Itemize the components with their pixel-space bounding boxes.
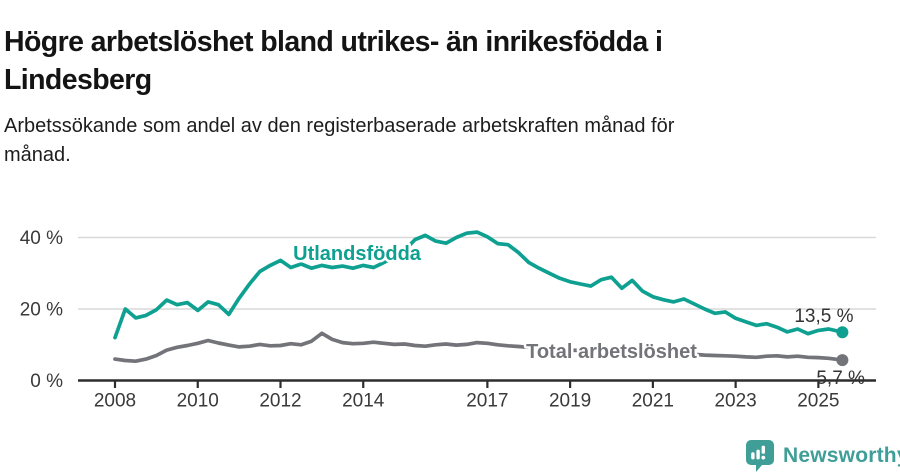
x-axis bbox=[78, 379, 876, 388]
chart-labels: 0 % 20 % 40 % 2008 2010 2012 2014 2017 2019 2021 2… bbox=[20, 228, 865, 412]
x-tick-label: 2012 bbox=[259, 391, 301, 412]
x-tick-label: 2017 bbox=[466, 391, 508, 412]
subtitle-line-1: Arbetssökande som andel av den registerb… bbox=[4, 115, 675, 137]
x-tick-label: 2021 bbox=[632, 391, 674, 412]
page-title: Högre arbetslöshet bland utrikes- än inr… bbox=[4, 23, 874, 99]
series-name-label: Total arbetslöshet bbox=[526, 341, 697, 363]
x-tick-label: 2014 bbox=[342, 391, 385, 412]
brand-wordmark: Newsworthy bbox=[783, 444, 900, 467]
title-line-2: Lindesberg bbox=[4, 64, 152, 97]
x-tick-label: 2019 bbox=[549, 391, 591, 412]
newsworthy-bubble-chart-icon bbox=[746, 440, 774, 472]
chart-subtitle: Arbetssökande som andel av den registerb… bbox=[4, 112, 864, 170]
gridlines bbox=[78, 236, 876, 310]
series-end-dot bbox=[836, 326, 849, 339]
series-line-utlandsfodda bbox=[113, 230, 845, 340]
series-value-label: 5,7 % bbox=[816, 368, 865, 389]
y-tick-label: 0 % bbox=[30, 371, 63, 392]
series-end-dot bbox=[836, 354, 849, 367]
series-line-total bbox=[113, 331, 845, 364]
series-name-label: Utlandsfödda bbox=[293, 243, 422, 265]
x-tick-label: 2023 bbox=[714, 391, 756, 412]
newsworthy-logo: Newsworthy bbox=[745, 439, 900, 473]
series-lines bbox=[113, 230, 845, 364]
series-value-label: 13,5 % bbox=[794, 306, 853, 327]
y-tick-label: 20 % bbox=[20, 300, 63, 321]
x-tick-label: 2010 bbox=[177, 391, 219, 412]
y-tick-label: 40 % bbox=[20, 228, 63, 249]
title-line-1: Högre arbetslöshet bland utrikes- än inr… bbox=[4, 26, 663, 59]
subtitle-line-2: månad. bbox=[4, 144, 71, 166]
x-tick-label: 2025 bbox=[797, 391, 839, 412]
x-tick-label: 2008 bbox=[94, 391, 136, 412]
series-end-dots bbox=[836, 326, 849, 367]
